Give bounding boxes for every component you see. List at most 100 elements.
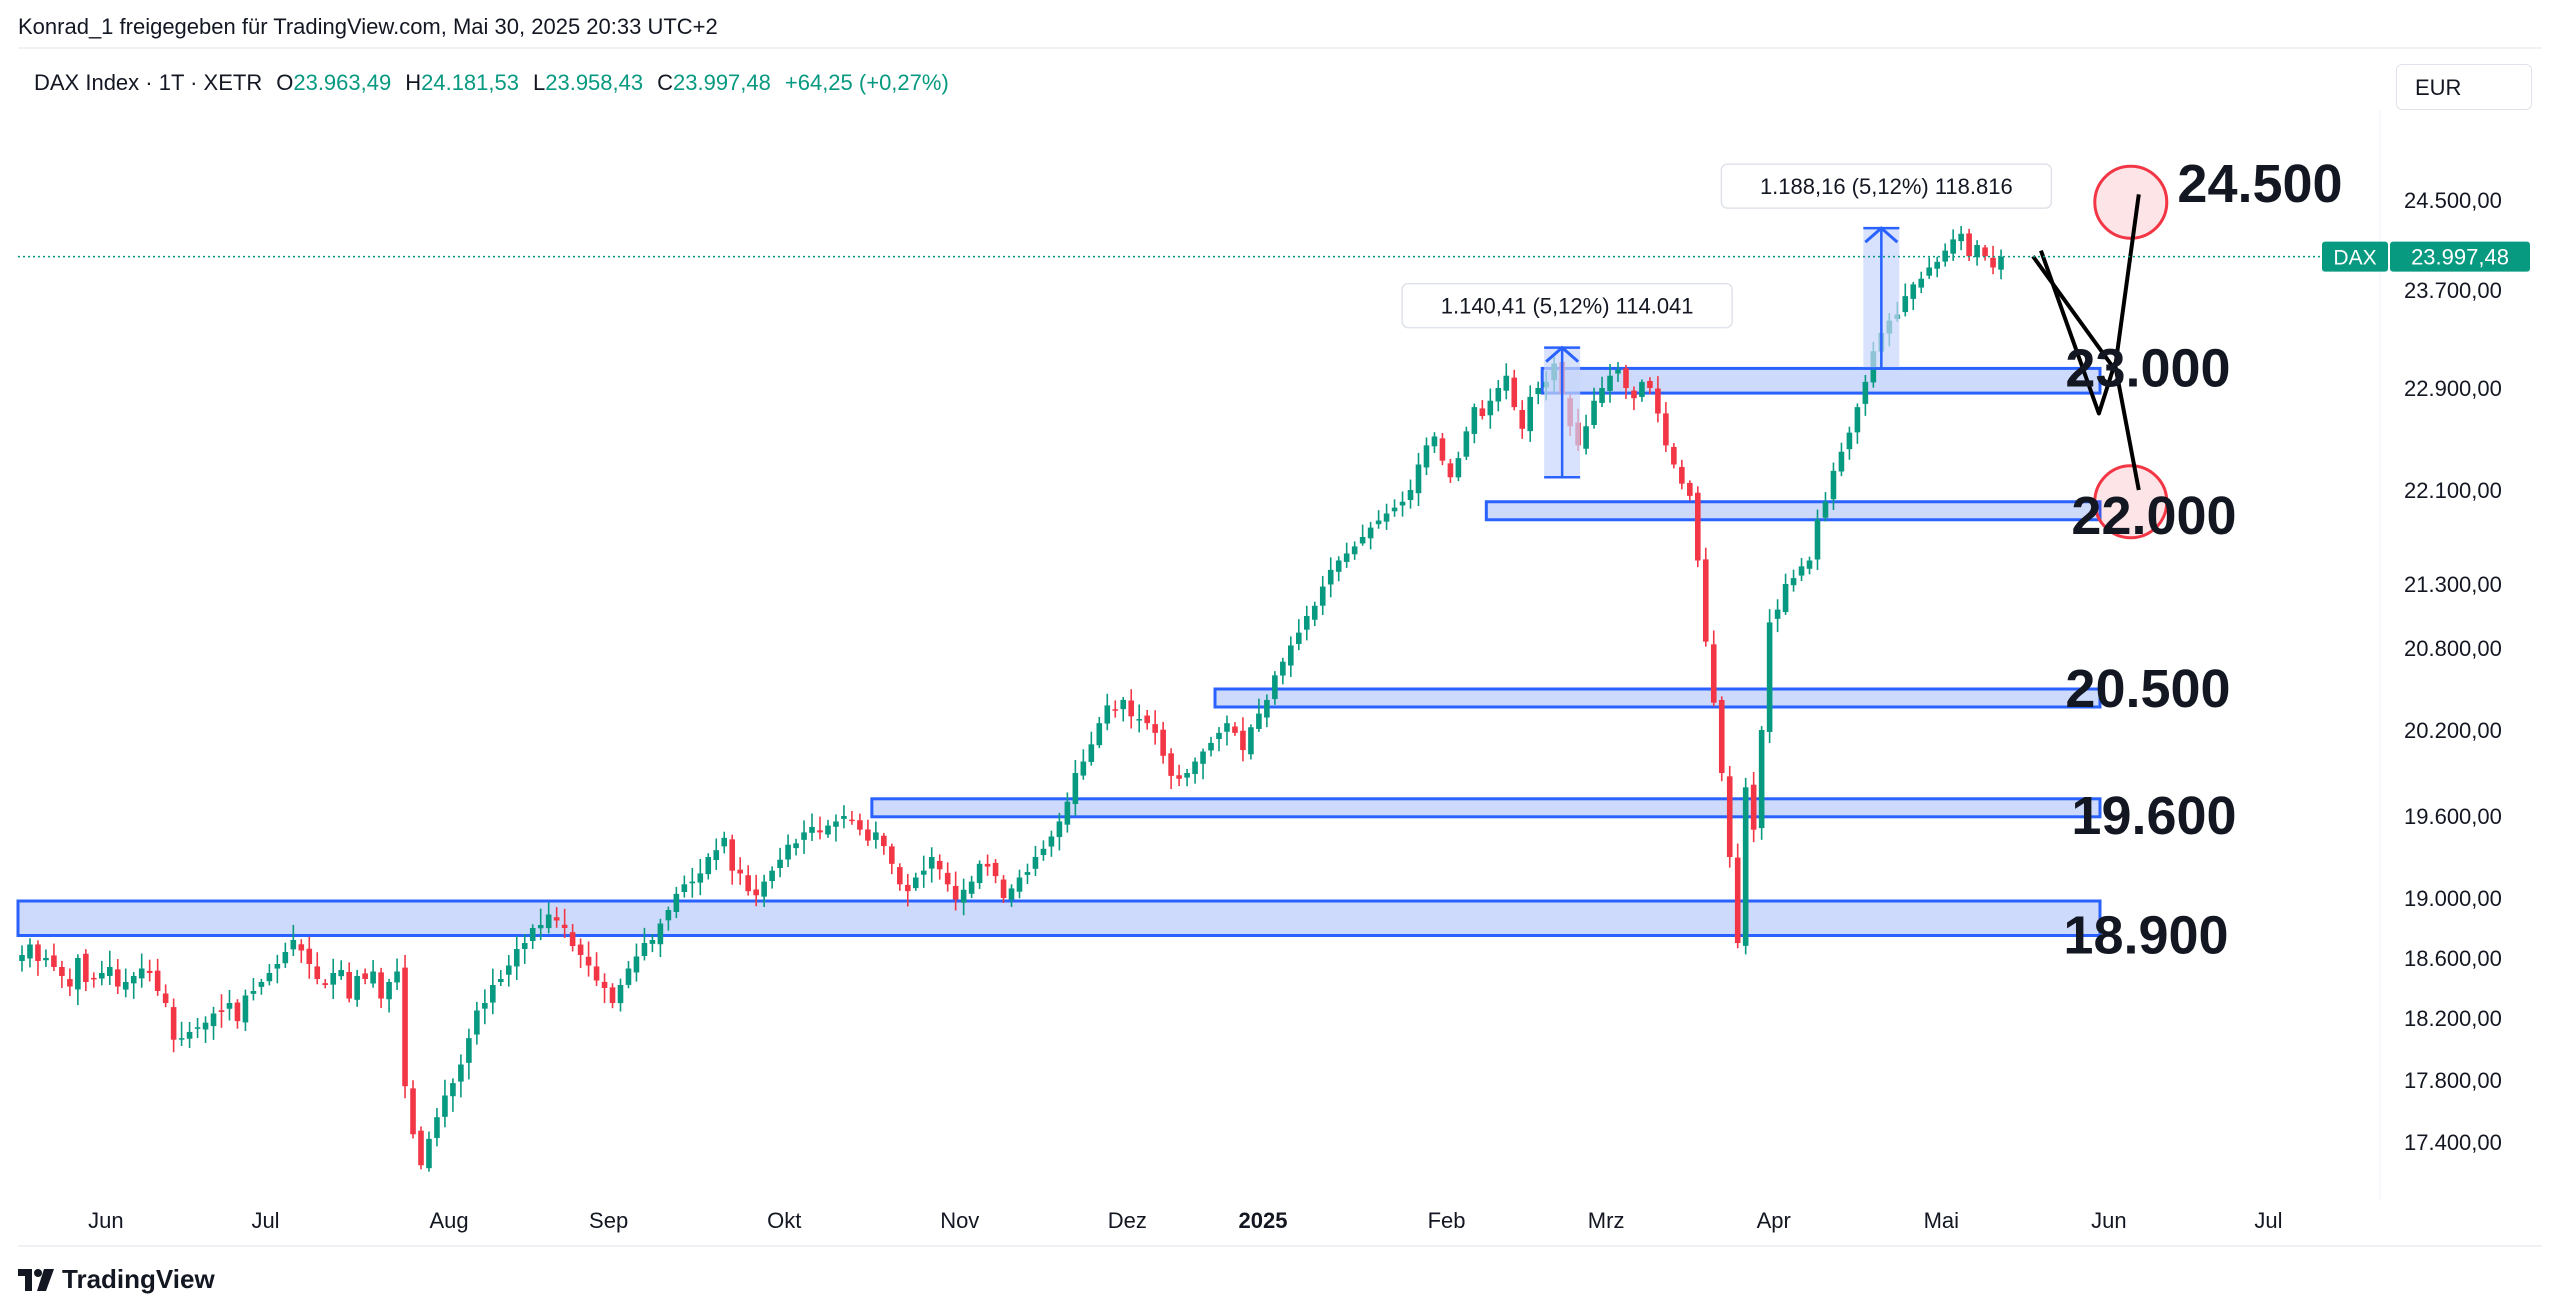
tradingview-logo-text: TradingView: [62, 1264, 215, 1294]
candle-body: [450, 1083, 456, 1097]
candle-body: [1367, 527, 1374, 539]
candle-body: [1248, 727, 1254, 755]
ohlc-legend: DAX Index · 1T · XETR O 23.963,49 H 24.181…: [34, 70, 949, 96]
y-tick-label: 21.300,00: [2404, 572, 2502, 597]
candle-body: [354, 976, 360, 1000]
candle-body: [1830, 470, 1837, 500]
candle-body: [976, 863, 983, 884]
candle-body: [186, 1031, 193, 1039]
candle-body: [1798, 566, 1805, 576]
candle-body: [601, 981, 608, 988]
candle-body: [865, 829, 871, 841]
candle-body: [897, 867, 903, 885]
target-circle: [2093, 164, 2169, 240]
level-label: 24.500: [2177, 154, 2342, 214]
candle-body: [633, 956, 640, 973]
candle-body: [1487, 400, 1494, 416]
candle-body: [769, 870, 775, 882]
candle-body: [362, 973, 368, 979]
symbol-label[interactable]: DAX Index · 1T · XETR: [34, 70, 263, 95]
y-tick-label: 24.500,00: [2404, 188, 2502, 213]
candle-body: [83, 953, 89, 982]
candle-body: [490, 985, 496, 1003]
candle-body: [1280, 661, 1286, 676]
candle-body: [1128, 700, 1135, 717]
level-label: 22.000: [2071, 486, 2236, 546]
candle-body: [114, 969, 121, 987]
candle-body: [753, 889, 759, 896]
candle-body: [777, 859, 783, 868]
candle-body: [330, 973, 337, 985]
candle-body: [521, 943, 528, 949]
candle-body: [434, 1117, 440, 1138]
candle-body: [1000, 879, 1007, 898]
candle-body: [841, 816, 847, 819]
candle-body: [482, 1003, 488, 1009]
candle-body: [1695, 492, 1701, 561]
candle-body: [785, 844, 791, 860]
candle-body: [1415, 464, 1422, 494]
candle-body: [1120, 699, 1127, 710]
candle-body: [1192, 761, 1198, 775]
price-tag-value: 23.997,48: [2411, 245, 2509, 270]
candle-body: [873, 832, 879, 840]
candle-body: [266, 973, 273, 982]
candle-body: [745, 875, 751, 892]
candle-body: [1974, 245, 1980, 258]
candle-body: [130, 976, 137, 984]
tradingview-logo[interactable]: TradingView: [18, 1264, 215, 1295]
high-label: H: [405, 70, 422, 95]
candle-body: [1184, 773, 1190, 778]
close-label: C: [657, 70, 673, 95]
low-label: L: [532, 70, 546, 95]
candle-body: [1702, 559, 1709, 642]
x-tick-label: Mai: [1924, 1208, 1959, 1233]
candle-body: [1256, 713, 1262, 729]
x-tick-label: Jul: [251, 1208, 279, 1233]
candle-body: [210, 1013, 217, 1027]
candle-body: [1926, 267, 1933, 276]
y-tick-label: 17.400,00: [2404, 1130, 2502, 1155]
y-tick-label: 20.200,00: [2404, 718, 2502, 743]
support-zone: [1540, 366, 2102, 395]
candle-body: [529, 928, 536, 942]
candle-body: [713, 850, 720, 861]
candle-body: [889, 846, 895, 864]
candle-body: [1272, 675, 1278, 700]
candle-body: [1535, 388, 1541, 395]
level-label: 18.900: [2063, 906, 2228, 966]
candle-body: [1088, 744, 1095, 762]
candle-body: [1240, 730, 1246, 751]
price-tag-symbol-bg: [2322, 241, 2388, 272]
candle-body: [1399, 501, 1406, 506]
candle-body: [585, 956, 592, 966]
candle-body: [1264, 699, 1270, 718]
candle-body: [609, 987, 616, 1003]
currency-selector[interactable]: EUR: [2396, 64, 2532, 110]
candle-body: [1599, 388, 1605, 403]
x-tick-label: Nov: [940, 1208, 979, 1233]
candle-body: [657, 923, 664, 945]
candle-body: [1431, 436, 1438, 447]
candle-body: [1814, 519, 1821, 560]
candle-body: [106, 967, 113, 976]
candle-body: [1311, 605, 1318, 620]
candle-body: [1631, 390, 1637, 399]
candle-body: [1391, 507, 1398, 512]
level-label: 20.500: [2065, 659, 2230, 719]
candle-body: [1288, 645, 1294, 666]
candle-body: [649, 940, 656, 944]
candle-body: [952, 885, 959, 900]
candle-body: [1591, 400, 1597, 425]
candle-body: [984, 863, 991, 867]
candle-body: [1942, 250, 1948, 262]
x-tick-label: Aug: [429, 1208, 468, 1233]
x-tick-label: Mrz: [1588, 1208, 1625, 1233]
candle-body: [1032, 857, 1039, 869]
candle-body: [1758, 730, 1765, 829]
candle-body: [338, 970, 344, 977]
candle-body: [418, 1130, 424, 1166]
candle-body: [1016, 877, 1023, 892]
candle-body: [91, 977, 97, 980]
